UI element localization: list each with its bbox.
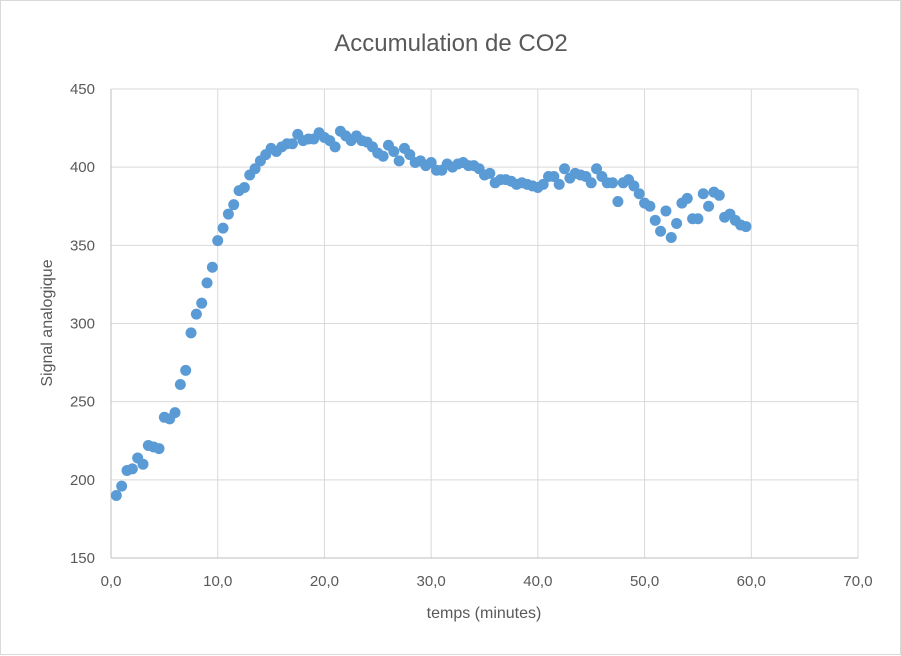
data-point (537, 178, 549, 190)
x-tick-label: 10,0 (203, 573, 232, 590)
data-point (116, 480, 128, 492)
data-points (110, 125, 752, 501)
data-point (206, 261, 218, 273)
y-tick-label: 250 (70, 394, 95, 411)
data-point (681, 192, 693, 204)
data-point (404, 149, 416, 161)
data-point (660, 205, 672, 217)
y-tick-label: 450 (70, 81, 95, 98)
data-point (665, 232, 677, 244)
data-point (425, 156, 437, 168)
data-point (329, 141, 341, 153)
data-point (137, 458, 149, 470)
y-axis-label: Signal analogique (39, 259, 56, 386)
x-tick-label: 20,0 (310, 573, 339, 590)
data-point (126, 463, 138, 475)
data-point (697, 188, 709, 200)
data-point (185, 327, 197, 339)
y-tick-label: 300 (70, 316, 95, 333)
y-tick-label: 400 (70, 159, 95, 176)
x-tick-label: 50,0 (630, 573, 659, 590)
data-point (655, 225, 667, 237)
data-point (180, 364, 192, 376)
data-point (612, 196, 624, 208)
x-tick-label: 30,0 (417, 573, 446, 590)
data-point (671, 217, 683, 229)
data-point (201, 277, 213, 289)
data-point (692, 213, 704, 225)
data-point (740, 221, 752, 233)
x-tick-label: 0,0 (101, 573, 122, 590)
data-point (548, 171, 560, 183)
data-point (703, 200, 715, 212)
data-point (222, 208, 234, 220)
data-point (559, 163, 571, 175)
x-axis-label: temps (minutes) (427, 605, 542, 622)
data-point (591, 163, 603, 175)
tick-labels: 150 200 250 300 350 400 450 0,0 10,0 20,0 30,0 40,0… (70, 81, 873, 590)
x-tick-label: 60,0 (737, 573, 766, 590)
data-point (217, 222, 229, 234)
data-point (644, 200, 656, 212)
data-point (190, 308, 202, 320)
gridlines (111, 88, 859, 558)
data-point (110, 489, 122, 501)
data-point (169, 407, 181, 419)
data-point (553, 178, 565, 190)
y-tick-label: 150 (70, 550, 95, 567)
data-point (377, 150, 389, 162)
data-point (393, 155, 405, 167)
data-point (713, 189, 725, 201)
y-tick-label: 200 (70, 472, 95, 489)
y-tick-label: 350 (70, 237, 95, 254)
data-point (484, 167, 496, 179)
data-point (228, 199, 240, 211)
x-tick-label: 40,0 (523, 573, 552, 590)
chart-title: Accumulation de CO2 (334, 30, 567, 57)
data-point (174, 378, 186, 390)
data-point (249, 163, 261, 175)
data-point (238, 181, 250, 193)
axes (110, 89, 858, 559)
data-point (649, 214, 661, 226)
data-point (388, 146, 400, 158)
data-point (633, 188, 645, 200)
data-point (196, 297, 208, 309)
data-point (286, 138, 298, 150)
data-point (628, 180, 640, 192)
data-point (585, 177, 597, 189)
data-point (607, 177, 619, 189)
x-tick-label: 70,0 (843, 573, 872, 590)
data-point (153, 443, 165, 455)
data-point (212, 235, 224, 247)
